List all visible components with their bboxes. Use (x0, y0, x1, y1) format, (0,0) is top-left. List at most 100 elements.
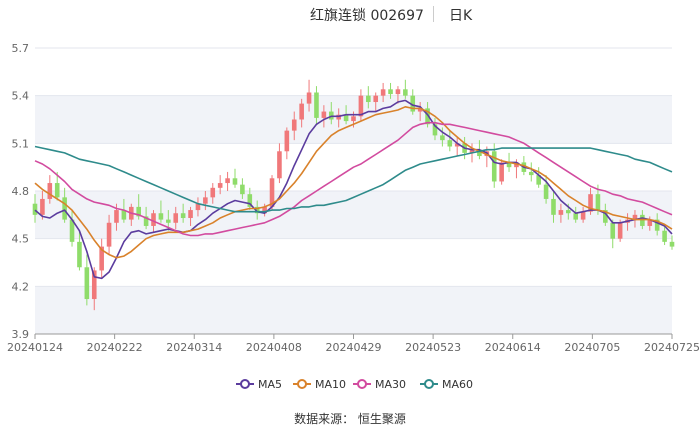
candle-down (69, 210, 75, 247)
candle-down (314, 86, 319, 125)
candle-body (114, 210, 119, 223)
chart-title: 红旗连锁 002697 日K (0, 0, 700, 30)
candle-body (269, 178, 275, 207)
candle-body (299, 103, 304, 120)
candle-down (247, 187, 253, 211)
candle-body (99, 246, 104, 271)
candle-body (454, 143, 460, 147)
candle-up (225, 171, 230, 191)
candle-body (54, 183, 60, 198)
candle-up (106, 214, 112, 255)
candle-body (380, 89, 386, 96)
candle-body (351, 116, 356, 122)
legend-swatch-marker (424, 379, 434, 389)
candle-body (617, 222, 623, 239)
candle-body (440, 135, 445, 141)
candle-body (217, 183, 223, 188)
y-tick-label: 4.5 (12, 233, 30, 246)
candle-body (106, 222, 112, 247)
candle-down (662, 225, 667, 246)
y-tick-label: 5.1 (12, 137, 30, 150)
candle-body (69, 219, 75, 242)
candle-body (166, 219, 171, 223)
candle-body (469, 149, 475, 153)
candle-down (528, 162, 534, 182)
period-label: 日K (449, 8, 473, 24)
candle-body (225, 178, 230, 184)
candle-down (654, 213, 660, 236)
candle-up (40, 191, 45, 220)
x-tick-label: 20240725 (644, 341, 700, 354)
x-tick-label: 20240614 (485, 341, 541, 354)
candle-up (299, 98, 304, 128)
candle-body (210, 187, 216, 198)
legend: MA5 MA10 MA30 MA60 (236, 378, 473, 391)
candle-down (240, 178, 245, 199)
candle-down (610, 219, 616, 249)
series-line-ma5 (34, 99, 673, 280)
candle-body (136, 206, 141, 217)
stock-name: 红旗连锁 002697 (310, 8, 424, 24)
candle-up (454, 136, 460, 157)
candle-body (417, 108, 423, 112)
candle-body (343, 114, 349, 122)
candle-body (588, 194, 593, 212)
data-source: 数据来源： 恒生聚源 (294, 412, 406, 426)
candle-body (366, 95, 371, 103)
candle-body (262, 206, 267, 214)
candle-body (395, 89, 401, 95)
legend-item-ma10: MA10 (293, 378, 346, 391)
candle-body (410, 95, 416, 112)
legend-label: MA30 (375, 378, 406, 391)
candle-body (195, 203, 201, 211)
candle-down (62, 187, 67, 223)
y-tick-label: 4.2 (12, 280, 30, 293)
y-tick-label: 4.8 (12, 185, 30, 198)
candle-body (551, 198, 556, 215)
candle-up (217, 175, 223, 195)
candle-body (603, 210, 608, 223)
plot-band (35, 191, 672, 239)
x-tick-label: 20240124 (7, 341, 63, 354)
candle-up (373, 92, 379, 112)
candle-body (477, 149, 482, 157)
candle-body (62, 197, 67, 220)
candle-body (536, 175, 541, 185)
candle-body (247, 194, 253, 207)
candle-body (173, 213, 179, 223)
plot-band (35, 286, 672, 334)
candle-down (536, 167, 541, 188)
candle-down (543, 175, 549, 204)
candle-up (580, 206, 586, 223)
candle-body (143, 216, 149, 226)
x-tick-label: 20240314 (166, 341, 222, 354)
candle-up (210, 183, 216, 204)
legend-swatch-marker (297, 379, 307, 389)
candle-body (632, 214, 638, 220)
candle-body (232, 178, 238, 185)
x-axis: 20240124 20240222 20240314 20240408 20240429… (7, 333, 700, 354)
candle-body (669, 241, 675, 247)
candle-body (284, 130, 290, 152)
candle-body (32, 203, 38, 215)
candle-body (610, 222, 616, 239)
candle-body (358, 95, 364, 117)
candle-body (499, 162, 504, 182)
candle-body (240, 184, 245, 195)
y-axis: 3.9 4.2 4.5 4.8 5.1 5.4 5.7 (12, 42, 30, 341)
candle-up (277, 143, 282, 184)
legend-item-ma5: MA5 (236, 378, 282, 391)
candle-body (403, 89, 408, 96)
candle-body (151, 213, 156, 226)
candle-up (203, 191, 208, 211)
y-tick-label: 5.7 (12, 42, 30, 55)
candle-down (440, 127, 445, 147)
candle-up (558, 203, 564, 223)
candle-up (262, 203, 267, 217)
candle-body (432, 124, 438, 136)
candle-down (32, 194, 38, 223)
ma-lines (34, 99, 673, 280)
candle-body (47, 183, 53, 199)
candle-up (99, 238, 104, 279)
